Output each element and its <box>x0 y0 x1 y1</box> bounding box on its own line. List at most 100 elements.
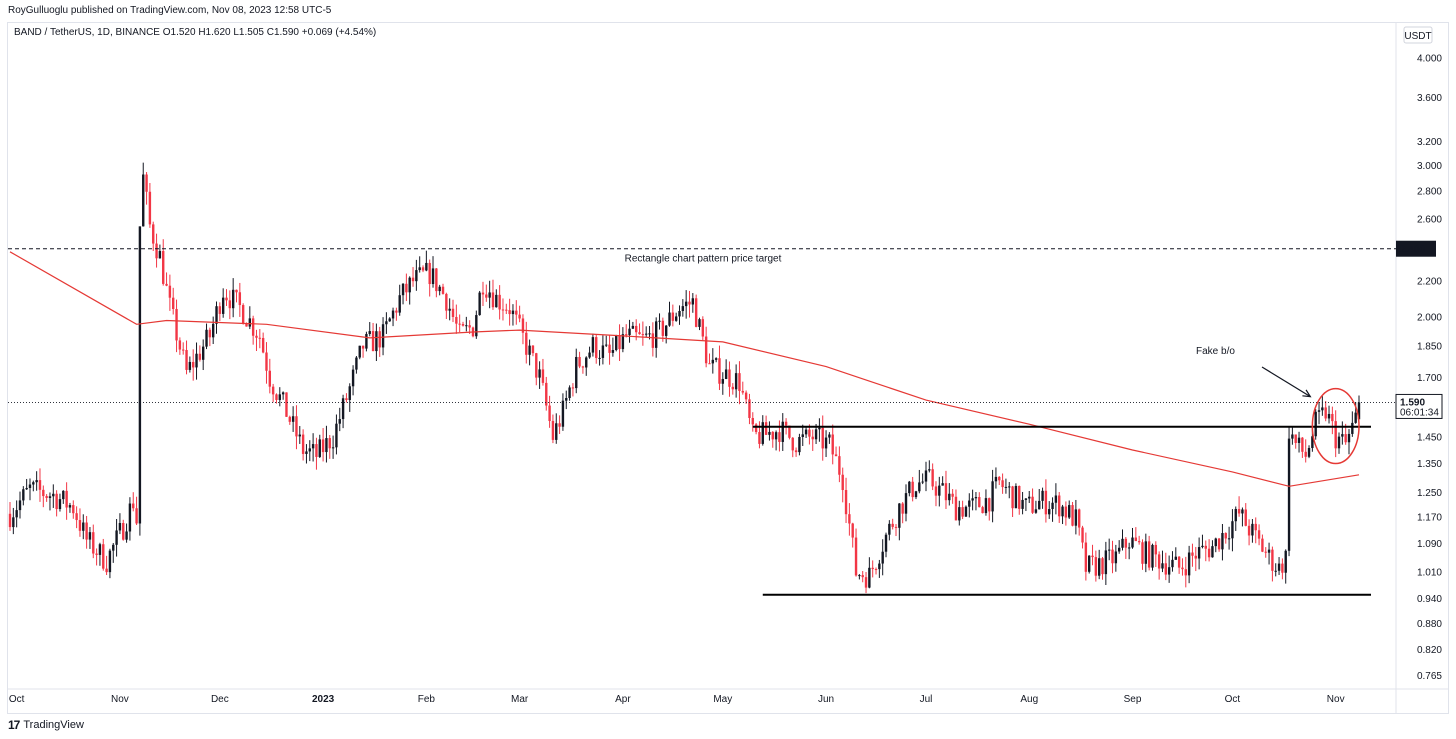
x-tick-label: Feb <box>418 694 436 705</box>
candle-body <box>438 286 441 292</box>
candle-body <box>754 424 758 433</box>
candle-body <box>711 359 715 364</box>
candle-body <box>448 308 451 311</box>
candle-body <box>491 292 495 308</box>
candle-body <box>155 243 158 259</box>
candle-body <box>1068 505 1071 518</box>
candle-body <box>1107 549 1111 551</box>
x-tick-label: Oct <box>1225 694 1241 705</box>
candle-body <box>748 399 751 419</box>
candle-body <box>981 507 984 514</box>
candle-body <box>1121 538 1124 548</box>
y-tick-label: 0.765 <box>1417 671 1442 682</box>
publish-info: RoyGulluoglu published on TradingView.co… <box>8 5 332 16</box>
candle-body <box>1311 436 1314 449</box>
candle-body <box>971 498 974 501</box>
candle-body <box>78 520 82 531</box>
candle-body <box>208 329 212 338</box>
candle-body <box>288 416 291 422</box>
candle-body <box>315 444 318 457</box>
candle-body <box>475 315 478 337</box>
tradingview-logo-icon: 17 <box>8 718 20 732</box>
candle-body <box>211 323 215 338</box>
candle-body <box>1337 436 1341 449</box>
candle-body <box>411 277 415 282</box>
candle-body <box>988 498 991 512</box>
current-price-tag <box>1395 393 1443 419</box>
candle-body <box>52 493 55 497</box>
candle-body <box>814 429 818 440</box>
x-tick-label: Jun <box>818 694 834 705</box>
fake-breakout-label: Fake b/o <box>1196 346 1235 357</box>
candle-body <box>708 363 711 365</box>
candle-body <box>358 345 361 358</box>
candle-body <box>535 353 538 378</box>
y-tick-label: 1.450 <box>1417 432 1442 443</box>
candle-body <box>838 456 841 475</box>
bar-countdown-label: 06:01:34 <box>1400 407 1439 418</box>
candle-body <box>225 297 228 301</box>
candle-body <box>1187 552 1191 576</box>
candle-body <box>115 530 118 545</box>
candle-body <box>435 268 438 292</box>
candle-body <box>565 398 568 401</box>
price-chart[interactable]: USDT 4.000 3.600 3.200 3.000 2.800 2.600 2.200 2… <box>8 23 1448 713</box>
y-tick-label: 4.000 <box>1417 54 1442 65</box>
candle-body <box>1074 509 1078 526</box>
candle-body <box>731 386 734 390</box>
candle-body <box>978 497 981 508</box>
y-tick-label: 3.600 <box>1417 93 1442 104</box>
candle-body <box>718 358 721 384</box>
candle-body <box>551 421 555 440</box>
candle-body <box>298 434 301 437</box>
candle-body <box>245 323 248 327</box>
candle-body <box>238 292 242 306</box>
candle-body <box>1114 551 1118 564</box>
candle-body <box>964 506 968 517</box>
candle-body <box>1144 541 1148 564</box>
candle-body <box>172 297 175 309</box>
candle-body <box>698 319 701 327</box>
candle-body <box>874 569 878 571</box>
candle-body <box>1181 567 1184 570</box>
candle-body <box>771 431 774 440</box>
candle-body <box>778 432 781 442</box>
candle-body <box>241 305 245 324</box>
candle-body <box>1334 421 1337 449</box>
candle-body <box>1157 554 1161 569</box>
candle-body <box>678 310 681 317</box>
candle-body <box>561 400 565 427</box>
candle-body <box>941 483 944 486</box>
candle-body <box>145 174 148 192</box>
x-tick-label: Jul <box>920 694 933 705</box>
candle-body <box>948 493 951 501</box>
candle-body <box>345 398 348 400</box>
price-target-axis-label: 2.400 <box>1400 245 1425 256</box>
candle-body <box>824 437 828 449</box>
y-tick-label: 1.170 <box>1417 512 1442 523</box>
candle-body <box>691 298 695 305</box>
candle-body <box>338 419 341 424</box>
candle-body <box>465 325 468 327</box>
candle-body <box>1164 563 1168 575</box>
candle-body <box>1174 556 1178 560</box>
candle-body <box>1331 413 1334 422</box>
candle-body <box>878 563 881 570</box>
candle-body <box>1261 538 1264 552</box>
candle-body <box>201 346 205 360</box>
candle-body <box>1154 544 1158 555</box>
candle-body <box>958 507 961 521</box>
candle-body <box>515 310 518 315</box>
candle-body <box>588 352 591 358</box>
candle-body <box>1244 509 1247 526</box>
candle-body <box>1038 500 1041 510</box>
candle-body <box>248 318 252 327</box>
candle-body <box>638 332 641 335</box>
candle-body <box>361 345 365 349</box>
candle-body <box>858 575 861 577</box>
candle-body <box>505 309 508 311</box>
candle-body <box>841 474 844 491</box>
chart-panel[interactable]: USDT 4.000 3.600 3.200 3.000 2.800 2.600 2.200 2… <box>7 22 1449 714</box>
candle-body <box>1301 437 1304 452</box>
candle-body <box>611 350 615 353</box>
